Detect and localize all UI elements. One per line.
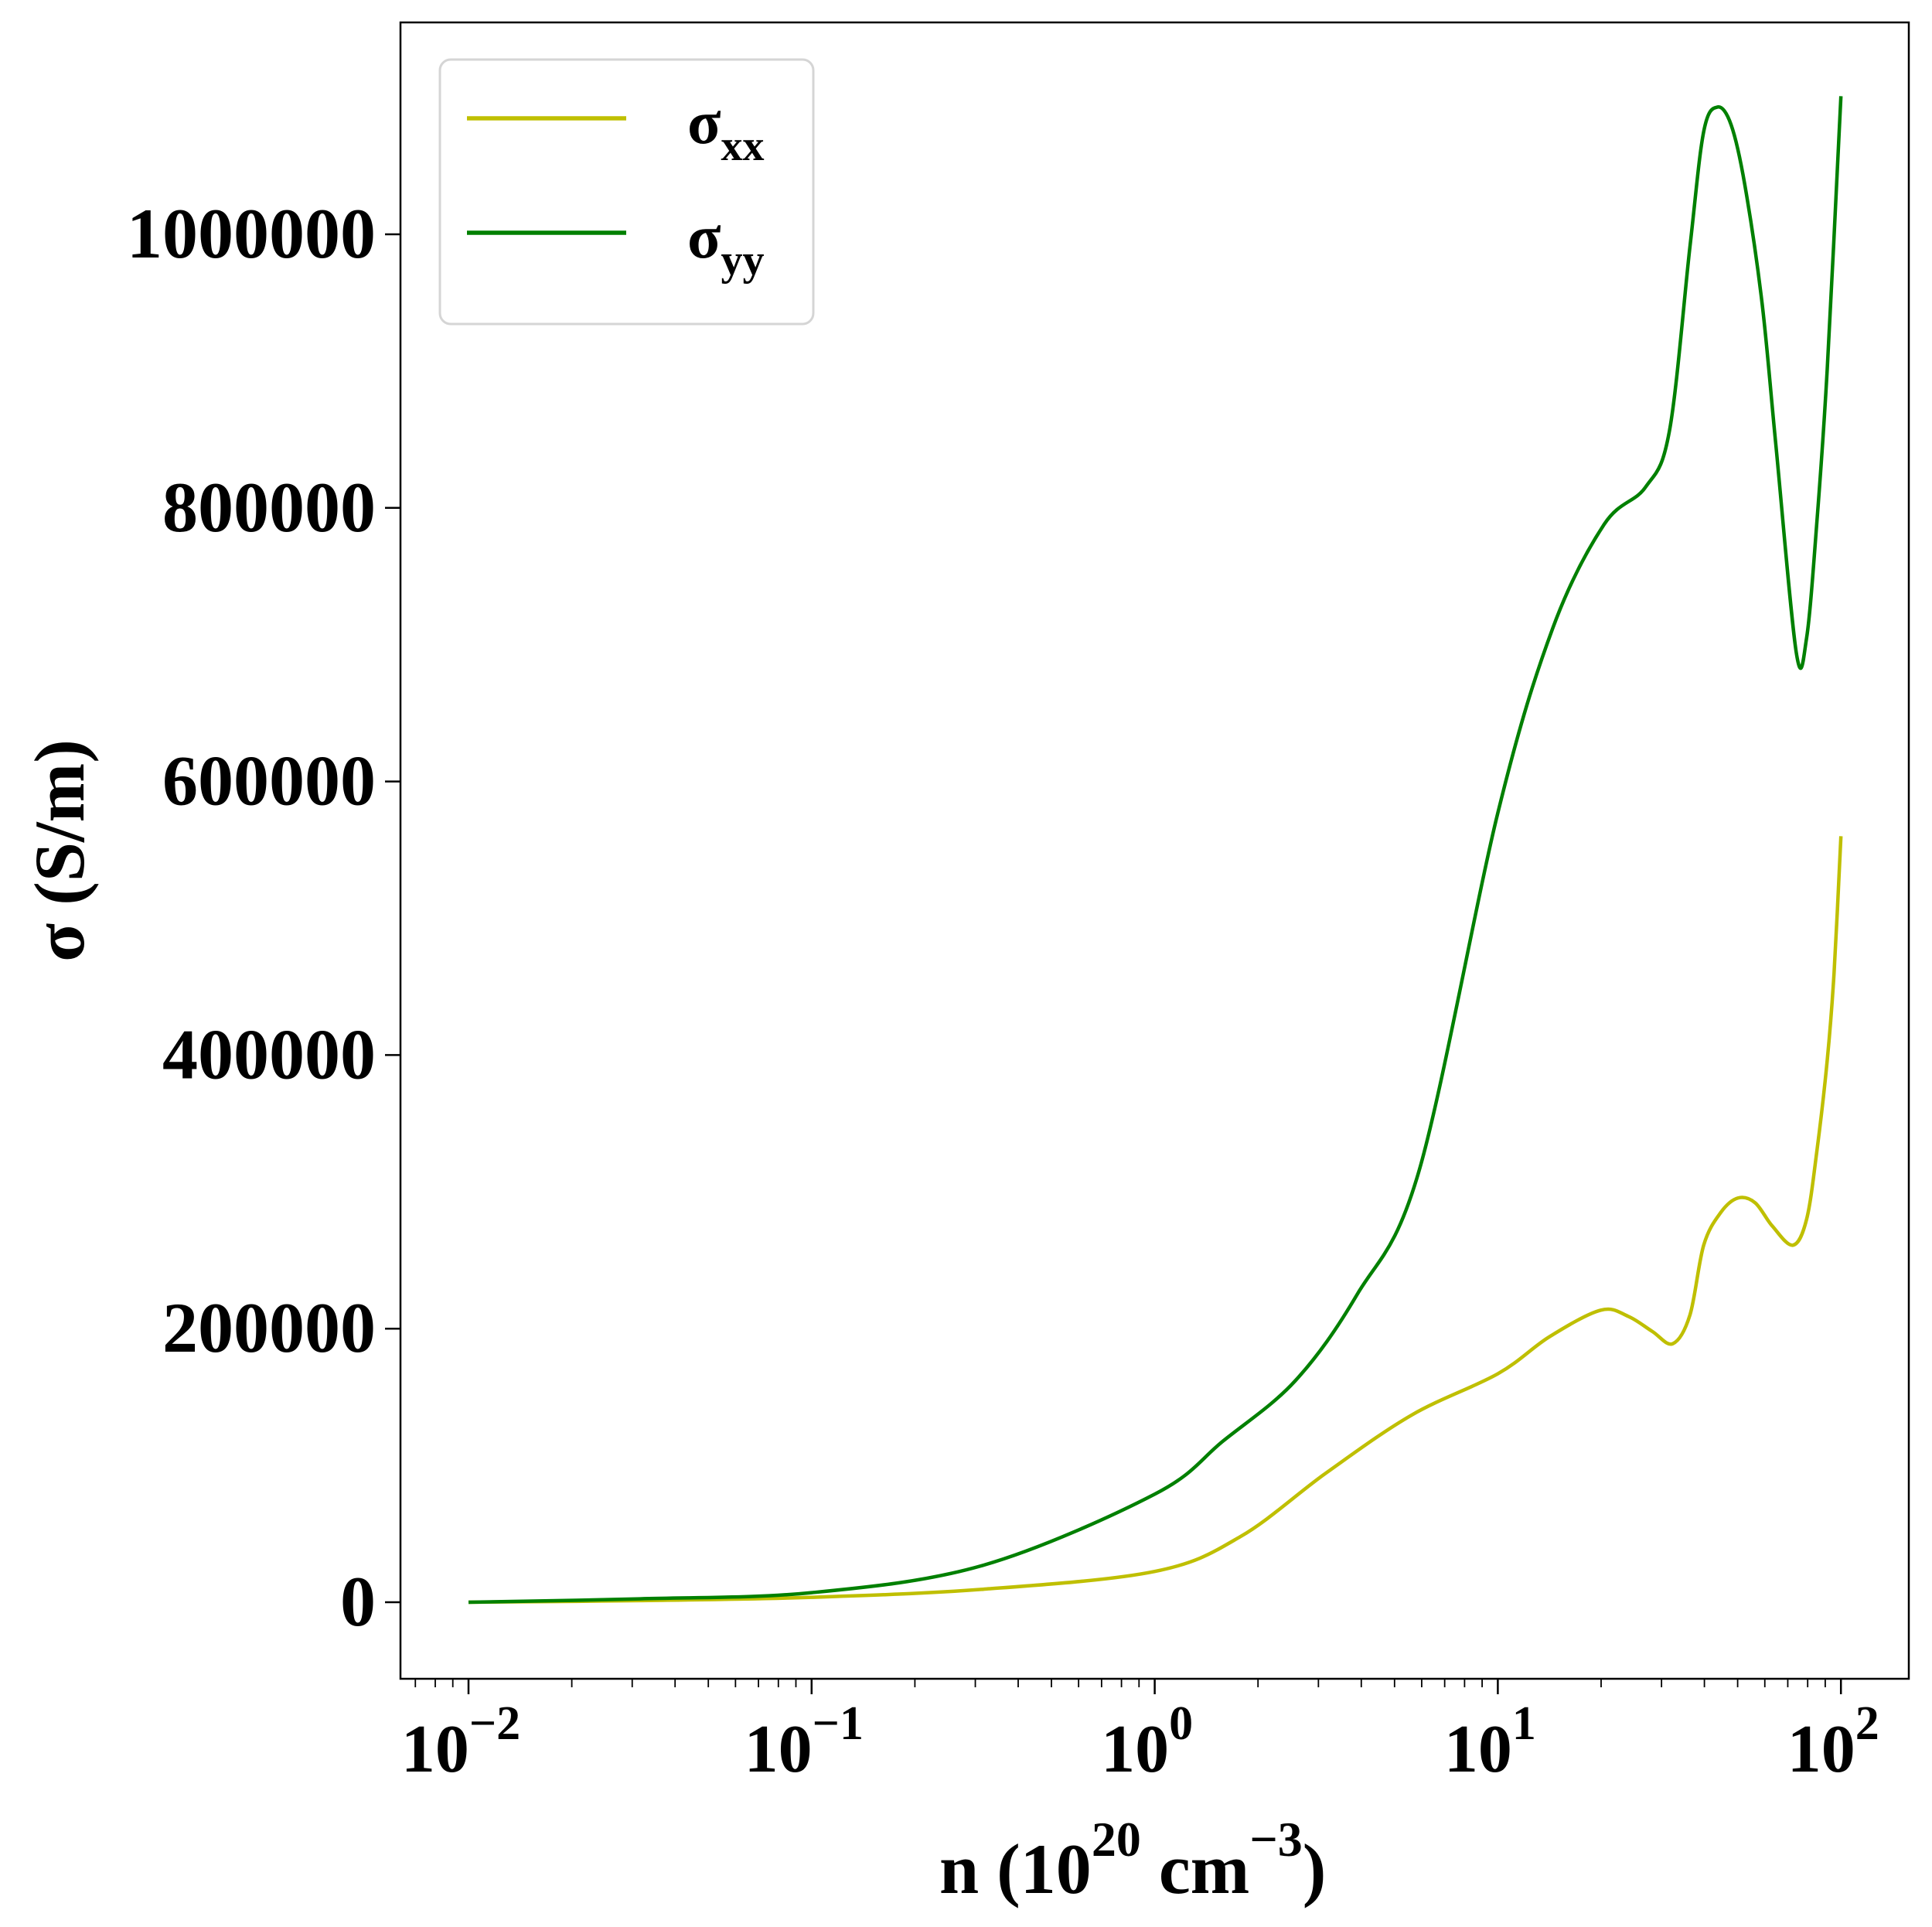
legend: σxx σyy [438,58,815,326]
series-line-sigma-xx [468,836,1843,1605]
x-tick-label: 101 [1444,1697,1536,1787]
legend-box [438,58,815,326]
legend-label-sigma-yy: σyy [687,203,765,285]
series-line-sigma-yy [468,96,1843,1605]
y-tick-label: 1000000 [127,194,376,273]
y-tick-label: 800000 [162,468,376,547]
y-axis-label: σ (S/m) [20,739,99,962]
x-tick-label: 10−1 [745,1697,864,1787]
x-axis-label: n (1020 cm−3) [939,1812,1326,1908]
legend-label-sigma-xx: σxx [687,89,765,170]
x-tick-label: 102 [1787,1697,1879,1787]
y-tick-label: 600000 [162,742,376,820]
axis-ticks: 10−2 10−1 100 101 102 0 200000 400000 600000 8000… [127,194,1879,1787]
y-tick-label: 200000 [162,1288,376,1367]
y-tick-label: 400000 [162,1015,376,1093]
x-tick-label: 100 [1101,1697,1193,1787]
series-lines [468,96,1843,1605]
y-tick-label: 0 [340,1562,376,1641]
x-tick-label: 10−2 [401,1697,520,1787]
